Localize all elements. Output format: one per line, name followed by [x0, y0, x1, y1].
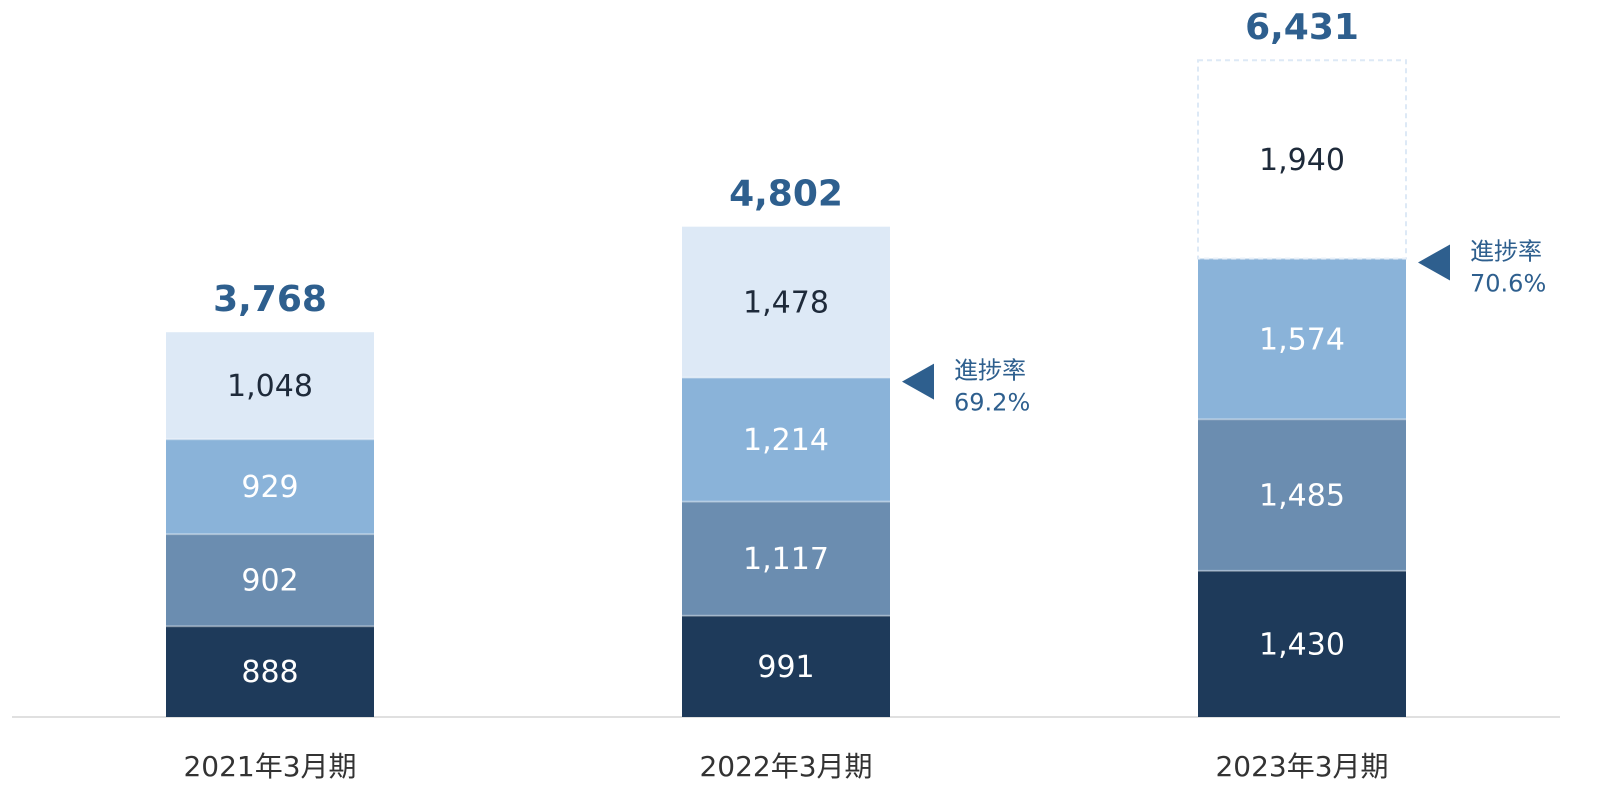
bar-segment: [682, 226, 890, 378]
bar-segment: [682, 377, 890, 502]
data-label: 888: [241, 655, 298, 690]
x-tick-label: 2022年3月期: [699, 750, 872, 783]
bar-segment: [166, 626, 374, 717]
bar-segment: [682, 615, 890, 717]
data-label: 991: [757, 650, 814, 685]
data-label: 1,574: [1259, 322, 1345, 357]
x-tick-label: 2021年3月期: [183, 750, 356, 783]
progress-value: 70.6%: [1470, 269, 1546, 297]
bar-segment: [1198, 419, 1406, 571]
total-label: 6,431: [1245, 7, 1359, 48]
total-label: 3,768: [213, 279, 327, 320]
x-tick-label: 2023年3月期: [1215, 750, 1388, 783]
data-label: 1,214: [743, 423, 829, 458]
bar-segment: [682, 501, 890, 616]
progress-title: 進捗率: [1470, 237, 1542, 265]
data-label: 1,048: [227, 369, 313, 404]
total-label: 4,802: [729, 173, 843, 214]
bar-segment: [166, 439, 374, 535]
bar-segment: [166, 534, 374, 627]
progress-arrow: [1418, 244, 1450, 281]
data-label: 1,430: [1259, 627, 1345, 662]
bar-segment: [1197, 59, 1407, 260]
data-label: 902: [241, 564, 298, 599]
progress-title: 進捗率: [954, 357, 1026, 385]
bar-segment: [1198, 570, 1406, 717]
progress-arrow: [902, 363, 934, 400]
data-label: 1,485: [1259, 479, 1345, 514]
bar-segment: [166, 332, 374, 440]
data-label: 1,478: [743, 286, 829, 321]
progress-value: 69.2%: [954, 389, 1030, 417]
data-label: 1,117: [743, 542, 829, 577]
bar-segment: [1198, 258, 1406, 420]
data-label: 929: [241, 470, 298, 505]
data-label: 1,940: [1259, 143, 1345, 178]
